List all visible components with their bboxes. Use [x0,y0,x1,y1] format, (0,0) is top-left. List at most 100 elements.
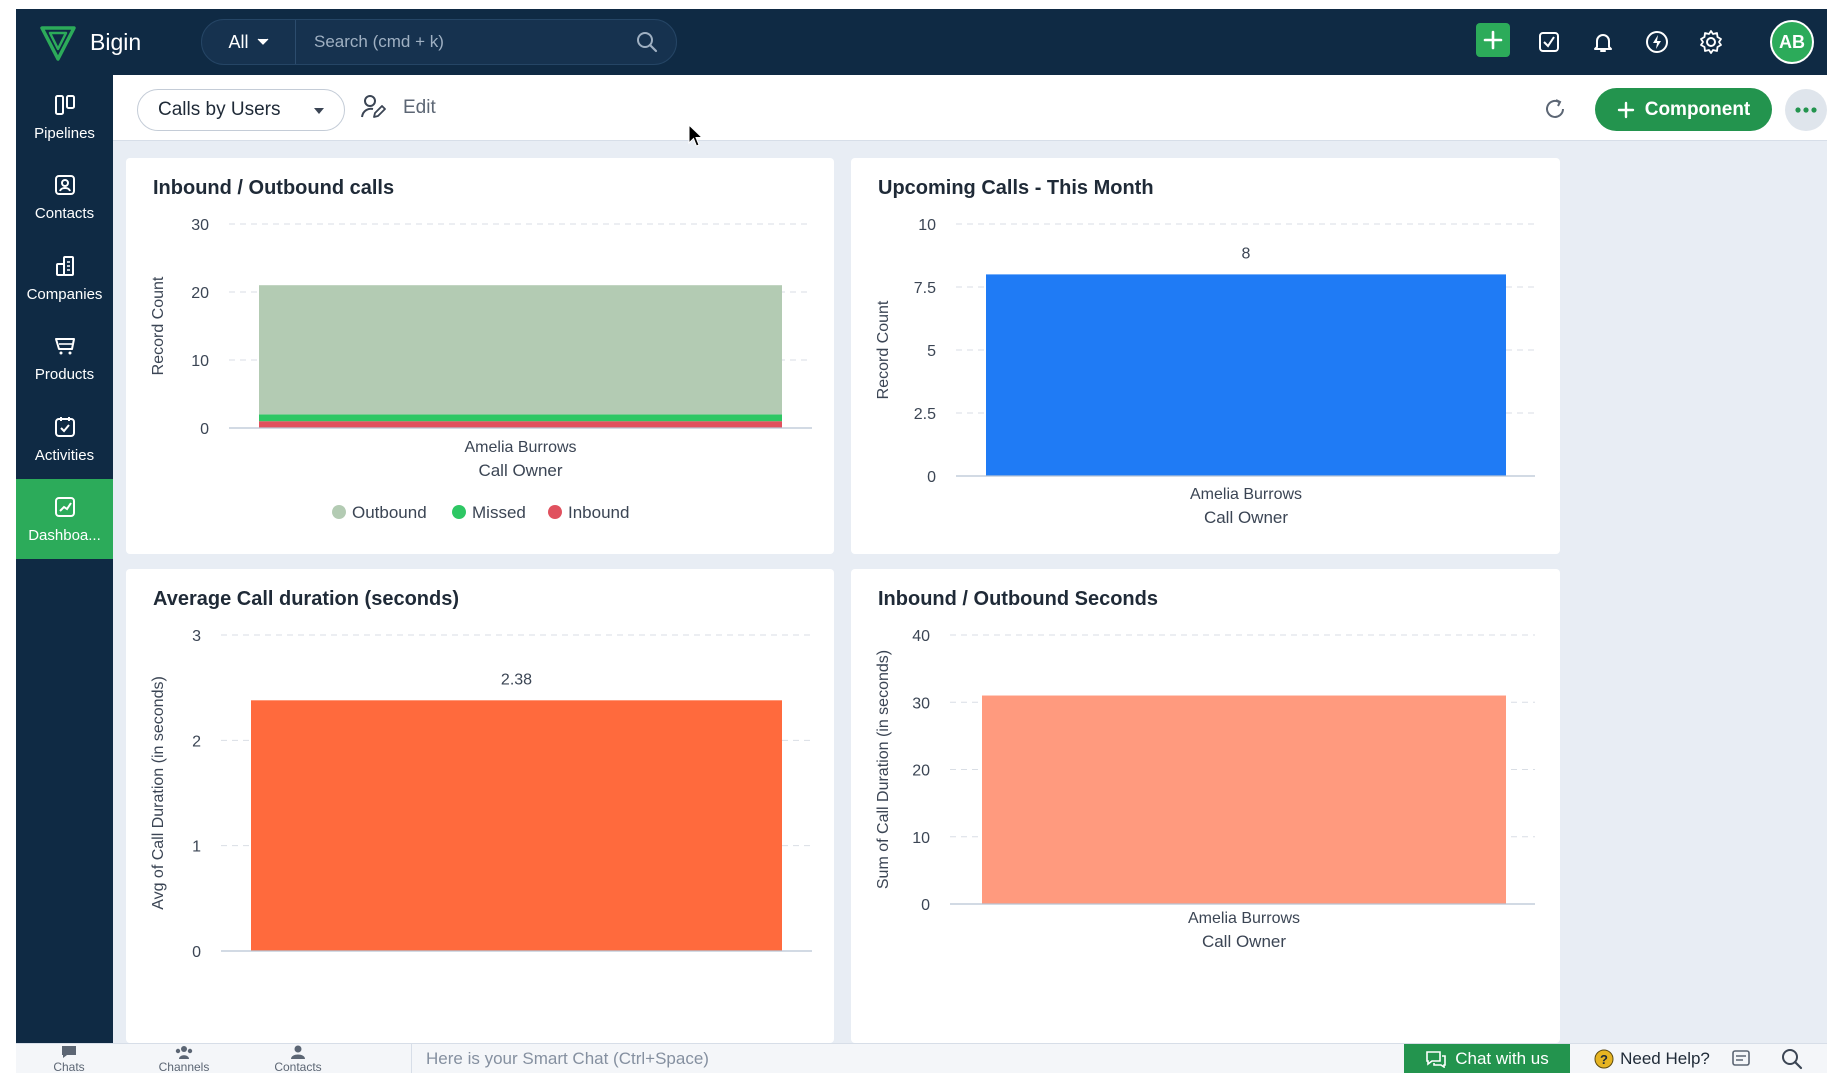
bar-inbound [259,421,782,428]
sidebar-item-label: Pipelines [34,124,95,142]
dashboard-icon [54,496,75,517]
settings-button[interactable] [1694,25,1728,59]
user-avatar[interactable]: AB [1770,20,1814,64]
add-component-label: Component [1644,98,1751,120]
lightning-icon [1646,31,1668,53]
activities-icon [54,416,75,437]
sidebar-item-activities[interactable]: Activities [16,399,113,479]
chart-card-upcoming-calls: Upcoming Calls - This Month 0 2.5 5 7.5 10 Re… [851,158,1560,554]
dashboard-name: Calls by Users [158,99,281,120]
x-axis-label: Call Owner [1202,932,1286,951]
edit-button[interactable]: Edit [403,97,436,118]
mouse-cursor-icon [688,124,704,147]
search-icon[interactable] [636,31,658,53]
sidebar-item-label: Products [34,365,95,383]
x-axis-label: Call Owner [478,461,562,480]
y-tick-label: 20 [191,285,209,302]
pipelines-icon [54,94,75,115]
chart-inbound-outbound-seconds: 0 10 20 30 40 Sum of Call Duration (in second… [875,628,1535,951]
y-axis-label: Record Count [875,300,892,399]
y-axis-label: Record Count [150,276,167,375]
notifications-button[interactable] [1586,25,1620,59]
edit-icon[interactable] [359,93,387,121]
add-component-button[interactable]: Component [1595,88,1772,131]
sidebar-item-dashboards[interactable]: Dashboa... [16,479,113,559]
dashboard-selector[interactable]: Calls by Users [137,89,345,131]
chart-title: Average Call duration (seconds) [153,588,459,610]
notes-icon[interactable] [1730,1047,1752,1069]
gear-icon [1700,30,1722,54]
bottom-bar: Chats Channels Contacts Here is your Sma… [16,1043,1827,1073]
bottom-tab-chats[interactable]: Chats [19,1044,119,1073]
chart-card-inbound-outbound-seconds: Inbound / Outbound Seconds 0 10 20 30 40 Sum … [851,569,1560,1043]
refresh-icon[interactable] [1543,97,1567,121]
contacts-icon [54,174,75,195]
search-input[interactable] [314,30,614,54]
chart-title: Inbound / Outbound Seconds [878,588,1158,610]
bigin-logo-icon[interactable] [38,23,78,63]
app-window: Bigin All AB Pipelines [16,9,1827,1073]
legend-swatch-inbound [548,505,562,519]
bottom-tab-channels[interactable]: Channels [134,1044,234,1073]
y-tick-label: 2 [192,733,201,750]
chat-with-us-label: Chat with us [1455,1049,1549,1068]
x-category-label: Amelia Burrows [464,439,576,456]
sidebar-item-companies[interactable]: Companies [16,238,113,318]
x-axis-label: Call Owner [1204,508,1288,527]
y-tick-label: 2.5 [914,406,936,423]
y-tick-label: 0 [192,944,201,961]
bar [251,700,782,951]
y-tick-label: 3 [192,628,201,645]
legend-label-outbound: Outbound [352,503,427,522]
companies-icon [55,255,74,276]
more-options-button[interactable] [1785,89,1827,131]
plus-icon [1617,101,1634,118]
tasks-button[interactable] [1532,25,1566,59]
x-category-label: Amelia Burrows [1190,486,1302,503]
sidebar-item-contacts[interactable]: Contacts [16,157,113,237]
chart-upcoming-calls: 0 2.5 5 7.5 10 Record Count 8 Amelia Burrows Cal… [875,217,1535,527]
bottom-tab-contacts[interactable]: Contacts [248,1044,348,1073]
chat-icon [1426,1051,1447,1068]
search-icon[interactable] [1780,1047,1804,1071]
search-scope-label: All [228,31,249,52]
chevron-down-icon [257,38,268,45]
legend-label-missed: Missed [472,503,526,522]
sidebar-item-label: Companies [26,285,103,303]
legend-swatch-outbound [332,505,346,519]
y-tick-label: 30 [912,695,930,712]
legend-label-inbound: Inbound [568,503,629,522]
chart-inbound-outbound-calls: 0 10 20 30 Record Count Amelia Burrows Call Ow… [150,217,812,522]
more-dots-icon [1795,107,1817,113]
bell-icon [1594,34,1612,52]
search-scope-dropdown[interactable]: All [202,20,296,64]
data-label: 8 [1242,245,1251,262]
dashboard-toolbar: Calls by Users Edit Component [113,75,1827,141]
quick-create-button[interactable] [1476,23,1510,57]
sidebar-item-pipelines[interactable]: Pipelines [16,77,113,157]
bar [986,274,1506,476]
bottom-tab-label: Contacts [274,1059,322,1074]
bar-outbound [259,285,782,415]
smart-chat-input[interactable]: Here is your Smart Chat (Ctrl+Space) [411,1044,1411,1073]
app-name: Bigin [90,29,142,55]
activity-feed-button[interactable] [1640,25,1674,59]
chat-bubble-icon [62,1045,76,1058]
y-tick-label: 5 [927,343,936,360]
y-tick-label: 7.5 [914,280,936,297]
sidebar-item-products[interactable]: Products [16,318,113,398]
need-help-button[interactable]: ? Need Help? [1582,1044,1722,1073]
y-tick-label: 10 [912,830,930,847]
y-tick-label: 10 [191,353,209,370]
bottom-tab-label: Channels [158,1059,210,1074]
y-tick-label: 0 [927,469,936,486]
chat-with-us-button[interactable]: Chat with us [1404,1044,1570,1073]
chart-title: Inbound / Outbound calls [153,177,395,199]
dashboard-main: Calls by Users Edit Component Inbound / … [113,75,1827,1043]
caret-down-icon [314,108,324,114]
chart-card-inbound-outbound-calls: Inbound / Outbound calls 0 10 20 30 Record C… [126,158,834,554]
global-search: All [201,19,677,65]
y-tick-label: 30 [191,217,209,234]
data-label: 2.38 [501,671,532,688]
sidebar: Pipelines Contacts Companies Products Ac… [16,75,113,1043]
